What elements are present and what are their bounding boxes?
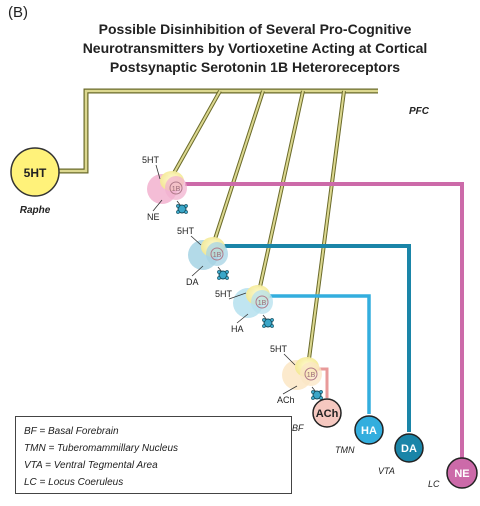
nucleus-ne: NE LC [428,458,477,489]
neuron-ha: 1B 5HT HA [215,285,274,334]
receptor-label: 1B [213,252,222,259]
transmitter-label: 5HT [142,155,160,165]
serotonin-axon-tree [58,91,378,359]
neuron-target-label: HA [231,324,244,334]
transmitter-label: 5HT [270,344,288,354]
pfc-region-label: PFC [409,106,430,117]
receptor-label: 1B [172,186,181,193]
abbreviation-legend: BF = Basal Forebrain TMN = Tuberomammill… [15,416,292,494]
nucleus-label: DA [401,443,417,455]
axon-branches [174,91,344,359]
neuron-ach: 1B 5HT ACh [270,344,323,405]
nucleus-region-label: BF [292,423,304,433]
neuron-group: 1B 5HT NE 1B 5HT DA 1B 5HT HA 1B 5HT ACh [142,155,323,405]
nucleus-da: DA VTA [378,434,423,476]
transmitter-label: 5HT [177,226,195,236]
raphe-node: 5HT [11,148,59,196]
transmitter-label: 5HT [215,289,233,299]
nucleus-label: NE [454,468,469,480]
vortioxetine-drug-icon [311,387,322,400]
neuron-target-label: DA [186,277,199,287]
nucleus-label: HA [361,425,377,437]
source-nuclei: NE LC DA VTA HA TMN ACh BF [292,399,477,489]
nucleus-ha: HA TMN [335,416,383,455]
vortioxetine-drug-icon [262,315,273,328]
neuron-ne: 1B 5HT NE [142,155,188,222]
raphe-region-label: Raphe [20,205,51,216]
raphe-node-label: 5HT [24,166,47,180]
neuron-da: 1B 5HT DA [177,226,229,287]
legend-item-bf: BF = Basal Forebrain [24,423,291,440]
nucleus-region-label: LC [428,479,440,489]
vortioxetine-drug-icon [176,201,187,214]
legend-item-vta: VTA = Ventral Tegmental Area [24,457,291,474]
nucleus-region-label: TMN [335,445,355,455]
nucleus-label: ACh [316,408,339,420]
nucleus-ach: ACh BF [292,399,341,433]
neuron-target-label: NE [147,212,160,222]
legend-item-lc: LC = Locus Coeruleus [24,474,291,491]
receptor-label: 1B [307,372,316,379]
nucleus-region-label: VTA [378,466,395,476]
receptor-label: 1B [258,300,267,307]
neuron-target-label: ACh [277,395,295,405]
vortioxetine-drug-icon [217,267,228,280]
legend-item-tmn: TMN = Tuberomammillary Nucleus [24,440,291,457]
raphe-axon-trunk [58,91,378,171]
